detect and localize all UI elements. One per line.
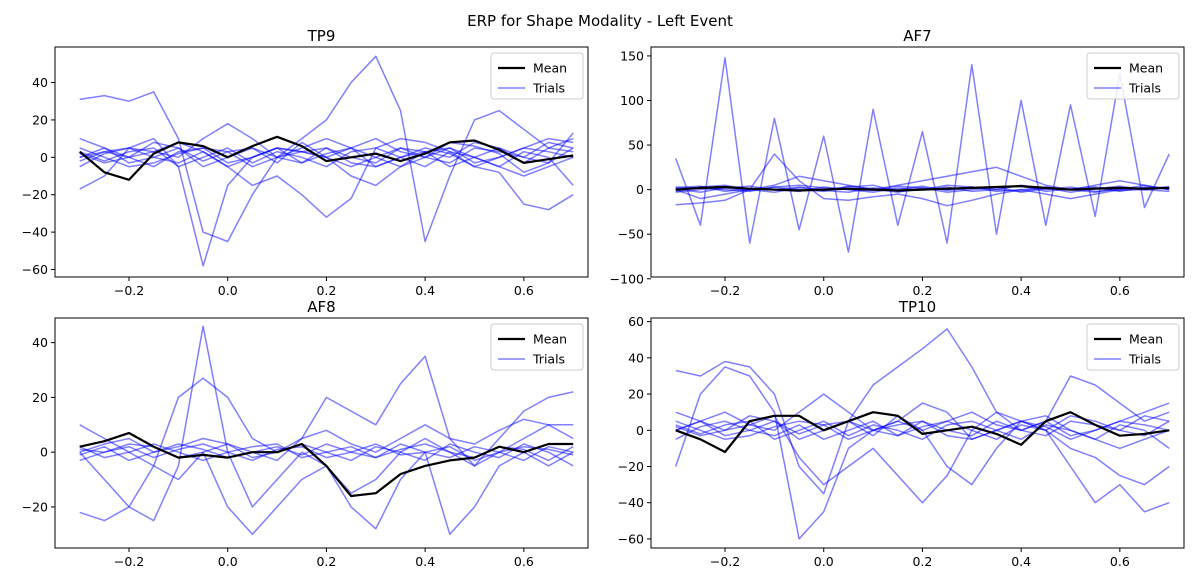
subplot-tp9: TP9 −0.2 0.0 0.2 0.4 0.6 −60 −40 −20 0 20 40 Mean Tri… bbox=[22, 27, 589, 298]
series-group bbox=[674, 328, 1170, 540]
trial-line-8 bbox=[79, 443, 574, 462]
series-group bbox=[674, 56, 1170, 253]
trial-line-5 bbox=[675, 411, 1170, 441]
subplot-title: AF7 bbox=[903, 27, 931, 45]
mean-line bbox=[675, 185, 1170, 192]
trial-line-9 bbox=[79, 147, 574, 186]
legend-label-mean: Mean bbox=[533, 61, 567, 76]
trial-line-1 bbox=[79, 355, 574, 522]
y-tick-label: 60 bbox=[628, 314, 644, 329]
y-tick-label: −60 bbox=[22, 262, 48, 277]
trial-line-3 bbox=[675, 411, 1170, 504]
x-tick-label: 0.2 bbox=[316, 554, 336, 569]
x-tick-label: 0.4 bbox=[1011, 283, 1031, 298]
y-tick-label: 0 bbox=[636, 423, 644, 438]
subplot-title: TP9 bbox=[307, 27, 336, 45]
trial-line-3 bbox=[79, 137, 574, 218]
mean-line bbox=[79, 431, 574, 498]
axes-frame bbox=[650, 317, 1185, 549]
y-tick-label: 40 bbox=[32, 75, 48, 90]
y-tick-label: 100 bbox=[620, 93, 644, 108]
y-tick-label: 20 bbox=[628, 387, 644, 402]
axes-frame bbox=[54, 317, 589, 549]
y-tick-label: 40 bbox=[628, 350, 644, 365]
series-group bbox=[79, 325, 574, 536]
y-tick-label: 0 bbox=[40, 150, 48, 165]
legend: Mean Trials bbox=[490, 323, 584, 371]
y-tick-label: −60 bbox=[618, 531, 644, 546]
axes-frame bbox=[54, 46, 589, 278]
mean-line bbox=[675, 411, 1170, 454]
x-tick-label: 0.0 bbox=[814, 554, 834, 569]
trial-line-1 bbox=[675, 328, 1170, 495]
subplot-tp10: TP10 −0.2 0.0 0.2 0.4 0.6 −60 −40 −20 0 20 40 60 Mean… bbox=[618, 298, 1185, 569]
trial-line-1 bbox=[79, 55, 574, 243]
y-tick-label: −20 bbox=[22, 187, 48, 202]
legend: Mean Trials bbox=[1086, 52, 1180, 100]
legend-label-mean: Mean bbox=[1129, 332, 1163, 347]
x-tick-label: −0.2 bbox=[710, 554, 740, 569]
subplot-title: TP10 bbox=[898, 298, 936, 316]
x-tick-label: 0.6 bbox=[514, 283, 534, 298]
trial-line-9 bbox=[675, 420, 1170, 450]
y-tick-label: 150 bbox=[620, 48, 644, 63]
x-tick-label: −0.2 bbox=[114, 283, 144, 298]
legend-label-mean: Mean bbox=[533, 332, 567, 347]
x-tick-label: 0.6 bbox=[1110, 283, 1130, 298]
figure-title: ERP for Shape Modality - Left Event bbox=[467, 12, 733, 30]
subplot-grid: TP9 −0.2 0.0 0.2 0.4 0.6 −60 −40 −20 0 20 40 Mean Tri… bbox=[22, 27, 1185, 569]
legend-label-trials: Trials bbox=[1128, 81, 1161, 96]
legend-label-trials: Trials bbox=[1128, 352, 1161, 367]
x-tick-label: 0.4 bbox=[1011, 554, 1031, 569]
y-tick-label: −20 bbox=[22, 499, 48, 514]
trial-line-10 bbox=[79, 147, 574, 168]
y-tick-label: 0 bbox=[40, 445, 48, 460]
y-tick-label: −50 bbox=[618, 227, 644, 242]
subplot-af7: AF7 −0.2 0.0 0.2 0.4 0.6 −100 −50 0 50 100 150 Mean T… bbox=[610, 27, 1185, 298]
x-tick-label: −0.2 bbox=[114, 554, 144, 569]
legend-label-trials: Trials bbox=[532, 81, 565, 96]
trial-line-1 bbox=[674, 56, 1170, 253]
trial-line-2 bbox=[675, 153, 1170, 207]
y-tick-label: 50 bbox=[628, 138, 644, 153]
axes-frame bbox=[650, 46, 1185, 278]
y-tick-label: 20 bbox=[32, 112, 48, 127]
x-tick-label: 0.0 bbox=[218, 283, 238, 298]
x-tick-label: 0.2 bbox=[316, 283, 336, 298]
legend-label-mean: Mean bbox=[1129, 61, 1163, 76]
y-tick-label: −40 bbox=[618, 495, 644, 510]
y-tick-label: 40 bbox=[32, 335, 48, 350]
series-group bbox=[78, 55, 574, 267]
x-tick-label: 0.6 bbox=[514, 554, 534, 569]
x-tick-label: 0.4 bbox=[415, 283, 435, 298]
y-tick-label: 20 bbox=[32, 390, 48, 405]
x-tick-label: −0.2 bbox=[710, 283, 740, 298]
x-tick-label: 0.0 bbox=[218, 554, 238, 569]
x-tick-label: 0.4 bbox=[415, 554, 435, 569]
x-tick-label: 0.2 bbox=[912, 554, 932, 569]
subplot-title: AF8 bbox=[307, 298, 335, 316]
x-tick-label: 0.0 bbox=[814, 283, 834, 298]
subplot-af8: AF8 −0.2 0.0 0.2 0.4 0.6 −20 0 20 40 Mean Trials bbox=[22, 298, 589, 569]
legend: Mean Trials bbox=[490, 52, 584, 100]
y-tick-label: −100 bbox=[610, 271, 644, 286]
x-tick-label: 0.2 bbox=[912, 283, 932, 298]
legend-label-trials: Trials bbox=[532, 352, 565, 367]
y-tick-label: −20 bbox=[618, 459, 644, 474]
legend: Mean Trials bbox=[1086, 323, 1180, 371]
trial-line-7 bbox=[675, 415, 1170, 441]
mean-line bbox=[78, 135, 574, 181]
x-tick-label: 0.6 bbox=[1110, 554, 1130, 569]
y-tick-label: 0 bbox=[636, 182, 644, 197]
y-tick-label: −40 bbox=[22, 225, 48, 240]
